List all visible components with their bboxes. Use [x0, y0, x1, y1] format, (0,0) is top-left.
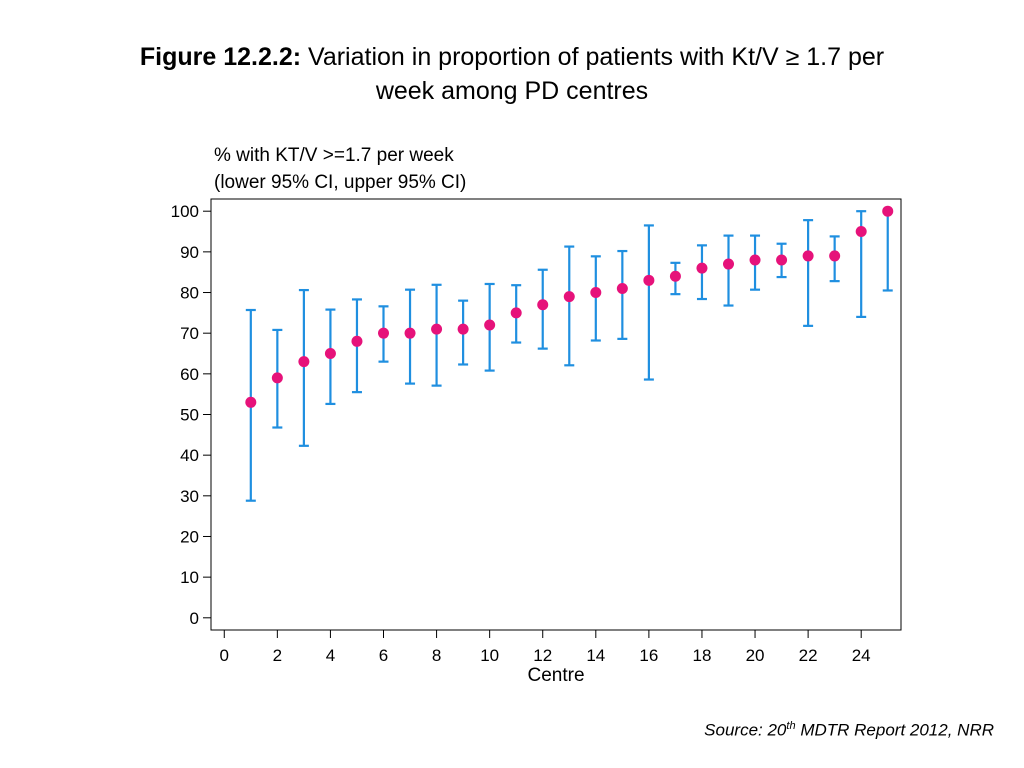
data-point — [457, 323, 469, 335]
x-tick-label: 2 — [273, 646, 282, 665]
x-tick-label: 6 — [379, 646, 388, 665]
y-axis-label: % with KT/V >=1.7 per week (lower 95% CI… — [214, 142, 466, 196]
y-tick-label: 40 — [180, 446, 199, 465]
x-tick-label: 12 — [533, 646, 552, 665]
data-point — [271, 372, 283, 384]
data-point — [776, 254, 788, 266]
x-tick-label: 16 — [639, 646, 658, 665]
data-point — [245, 396, 257, 408]
x-axis: 0 2 4 6 8 10 12 14 16 18 20 22 24 — [220, 630, 871, 665]
error-bar — [431, 283, 442, 387]
x-tick-label: 0 — [220, 646, 229, 665]
data-points — [245, 205, 894, 408]
x-tick-label: 8 — [432, 646, 441, 665]
data-point — [855, 226, 867, 238]
figure-number: Figure 12.2.2: — [139, 43, 302, 71]
data-point — [696, 262, 708, 274]
data-point — [616, 282, 628, 294]
data-point — [351, 335, 363, 347]
y-tick-label: 80 — [180, 284, 199, 303]
error-bar — [617, 249, 628, 340]
x-tick-label: 18 — [693, 646, 712, 665]
data-point — [378, 327, 389, 339]
data-point — [590, 287, 602, 299]
error-bar — [723, 234, 734, 307]
y-tick-label: 0 — [190, 609, 199, 628]
x-tick-label: 22 — [799, 646, 818, 665]
y-tick-label: 30 — [180, 487, 199, 506]
y-axis: 0 10 20 30 40 50 60 70 80 90 100 — [171, 202, 211, 628]
data-point — [510, 307, 522, 319]
y-tick-label: 50 — [180, 406, 199, 425]
data-point — [537, 299, 549, 311]
plot-frame — [210, 198, 902, 631]
x-axis-label: Centre — [527, 665, 584, 686]
error-bar — [882, 210, 893, 292]
y-tick-label: 90 — [180, 243, 199, 262]
y-tick-label: 20 — [180, 527, 199, 546]
data-point — [829, 250, 841, 262]
x-tick-label: 10 — [480, 646, 499, 665]
error-bar — [803, 219, 814, 327]
data-point — [802, 250, 814, 262]
x-tick-label: 14 — [586, 646, 605, 665]
data-point — [643, 274, 655, 286]
title-symbol: ≥ — [785, 43, 800, 71]
data-point — [484, 319, 496, 331]
y-axis-label-line-2: (lower 95% CI, upper 95% CI) — [214, 172, 467, 193]
data-point — [404, 327, 416, 339]
error-bar — [298, 288, 309, 447]
error-bar — [564, 245, 575, 367]
source-suffix: MDTR Report 2012, NRR — [800, 720, 994, 740]
error-bar — [643, 224, 654, 381]
data-point — [723, 258, 734, 270]
data-point — [298, 356, 310, 368]
source-note: Source: 20th MDTR Report 2012, NRR — [704, 720, 994, 741]
x-tick-label: 4 — [326, 646, 335, 665]
data-point — [669, 270, 681, 282]
source-superscript: th — [786, 720, 796, 732]
data-point — [324, 348, 336, 360]
y-tick-label: 10 — [180, 568, 199, 587]
y-axis-label-line-1: % with KT/V >=1.7 per week — [214, 145, 454, 166]
error-bar — [590, 255, 601, 342]
data-point — [431, 323, 443, 335]
source-prefix: Source: 20 — [704, 720, 787, 740]
data-point — [749, 254, 761, 266]
x-tick-label: 20 — [746, 646, 765, 665]
error-bars — [245, 210, 893, 502]
title-text-1: Variation in proportion of patients with… — [308, 43, 779, 71]
data-point — [882, 205, 894, 217]
x-tick-label: 24 — [852, 646, 871, 665]
y-tick-label: 60 — [180, 365, 199, 384]
title-text-2: 1.7 per — [806, 43, 885, 71]
y-tick-label: 100 — [171, 202, 199, 221]
figure-title: Figure 12.2.2: Variation in proportion o… — [0, 40, 1024, 108]
data-point — [563, 291, 575, 303]
y-tick-label: 70 — [180, 324, 199, 343]
title-line-2: week among PD centres — [375, 77, 649, 105]
